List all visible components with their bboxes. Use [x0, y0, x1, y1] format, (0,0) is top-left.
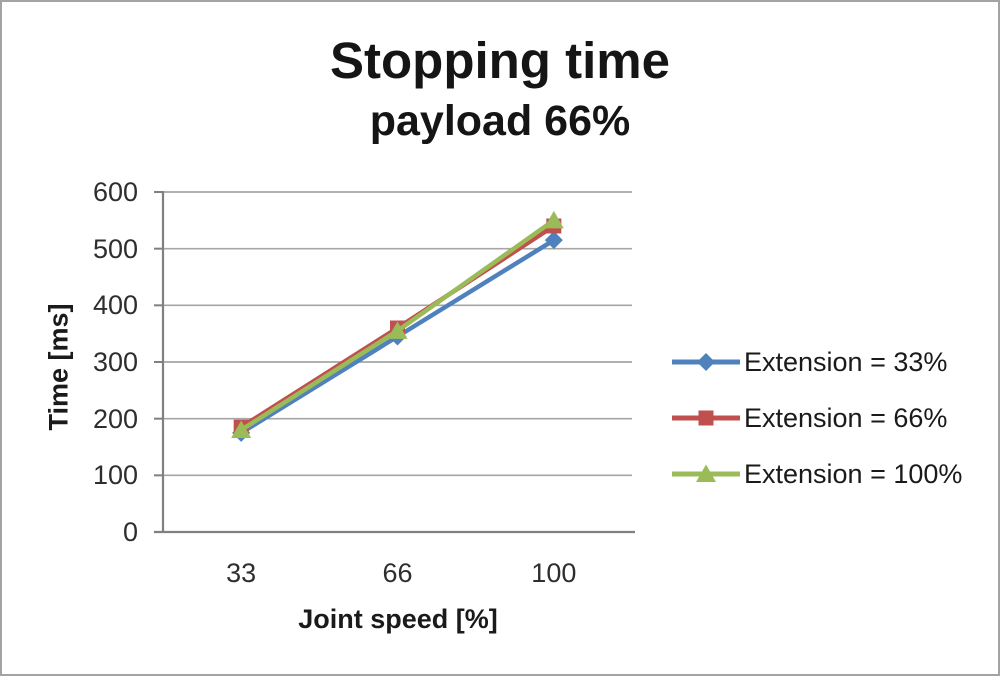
- triangle-marker: [231, 420, 252, 438]
- y-tick-label: 0: [122, 517, 138, 547]
- x-axis-title: Joint speed [%]: [298, 604, 498, 634]
- series-line-0: [238, 237, 557, 436]
- legend-square-marker: [698, 410, 714, 426]
- diamond-marker: [232, 423, 251, 442]
- square-marker: [546, 218, 562, 234]
- x-tick-label: 100: [531, 558, 577, 588]
- legend-diamond-marker: [697, 353, 715, 371]
- triangle-marker: [543, 210, 564, 229]
- legend-item-extension-100: Extension = 100%: [670, 446, 996, 502]
- diamond-marker: [388, 327, 407, 346]
- triangle-marker: [387, 321, 408, 339]
- y-tick-label: 600: [92, 177, 138, 207]
- y-tick-label: 100: [92, 460, 138, 491]
- legend: Extension = 33% Extension = 66% Extensio…: [670, 334, 996, 502]
- legend-label: Extension = 100%: [744, 458, 963, 489]
- legend-triangle-marker: [696, 464, 716, 482]
- x-tick-label: 33: [226, 558, 257, 588]
- y-tick-label: 400: [92, 290, 138, 321]
- chart-subtitle: payload 66%: [369, 97, 631, 145]
- y-tick-label: 500: [92, 233, 138, 264]
- legend-item-extension-33: Extension = 33%: [670, 334, 996, 390]
- legend-item-extension-66: Extension = 66%: [670, 390, 996, 446]
- diamond-marker: [544, 231, 563, 250]
- legend-square-swatch: [672, 410, 740, 426]
- x-tick-label: 66: [382, 558, 413, 588]
- square-marker: [390, 320, 405, 336]
- legend-diamond-swatch: [672, 353, 740, 371]
- chart-title: Stopping time: [330, 32, 670, 89]
- legend-label: Extension = 66%: [744, 402, 948, 433]
- square-marker: [233, 419, 249, 435]
- series-line-2: [238, 218, 557, 433]
- series-line-1: [238, 223, 557, 430]
- y-tick-label: 200: [92, 403, 138, 434]
- legend-label: Extension = 33%: [744, 346, 948, 377]
- y-tick-label: 300: [92, 347, 138, 377]
- legend-triangle-swatch: [672, 464, 740, 482]
